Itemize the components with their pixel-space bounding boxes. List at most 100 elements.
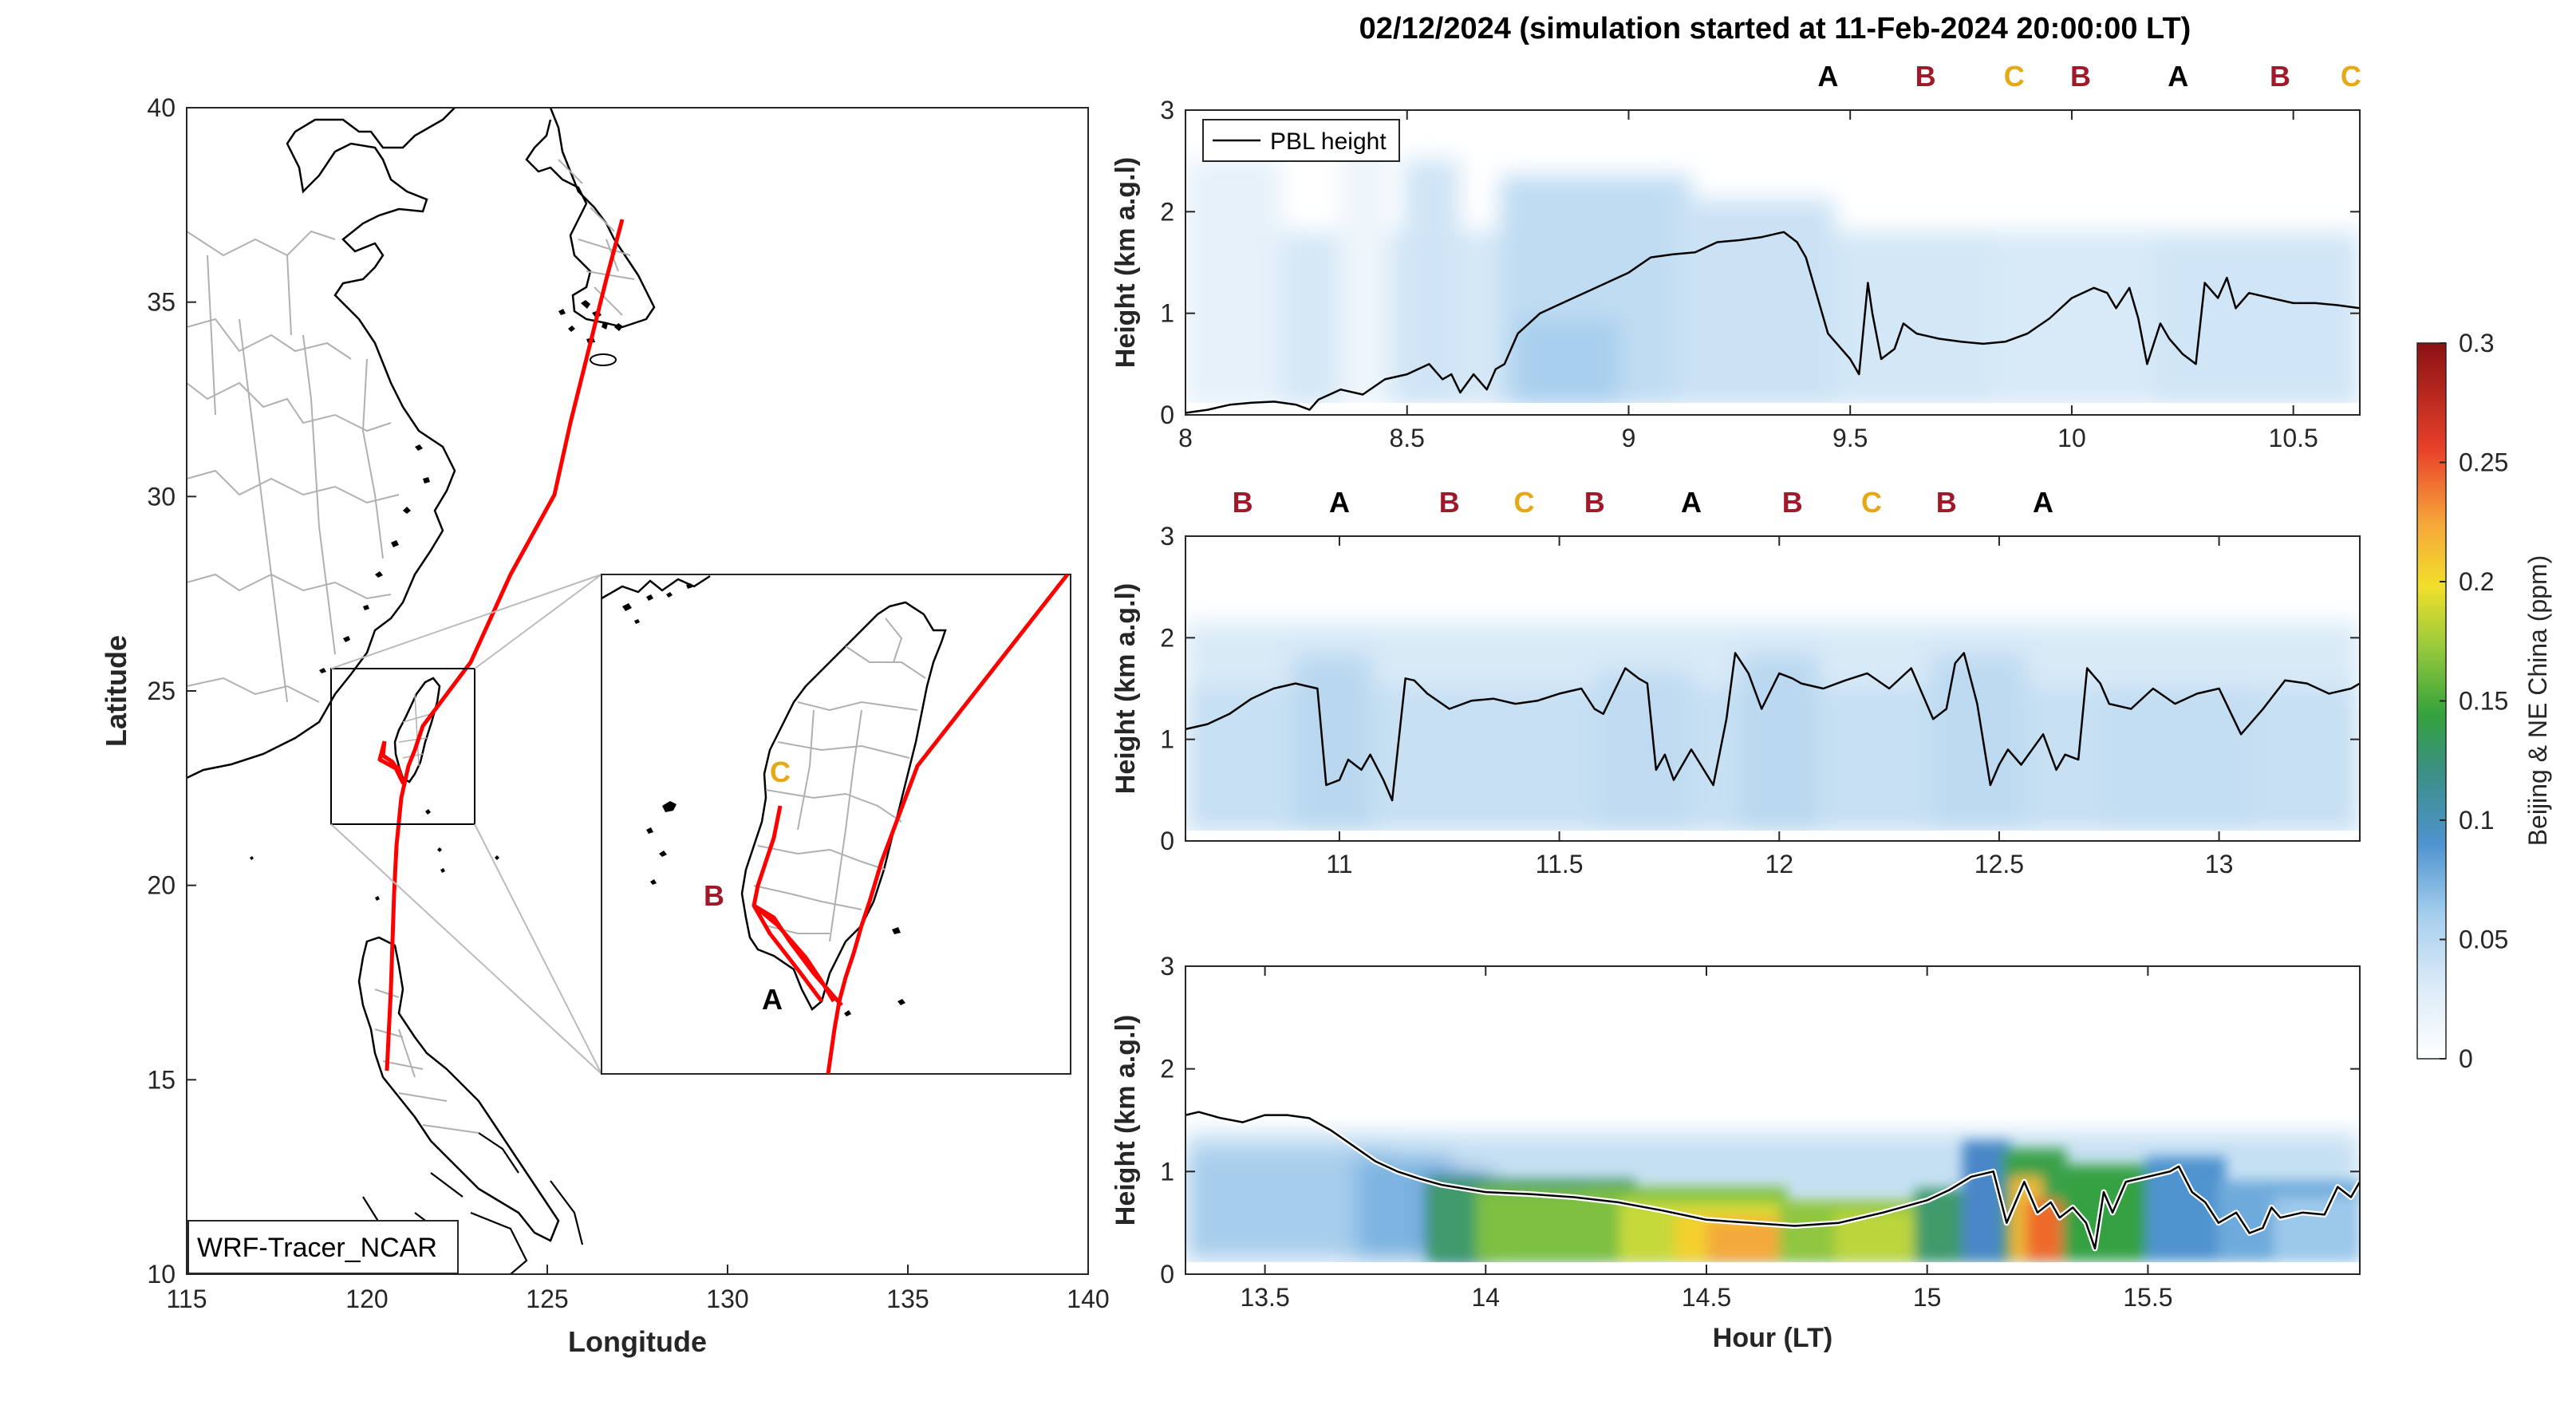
site-marker-label: C <box>2004 60 2025 93</box>
xtick-label: 14.5 <box>1682 1283 1731 1312</box>
map-land <box>187 108 656 1274</box>
trajectory-main <box>385 219 625 1072</box>
map-xtick-label: 120 <box>345 1285 388 1313</box>
ytick-label: 3 <box>1160 96 1174 124</box>
map-xtick-label: 140 <box>1067 1285 1109 1313</box>
map-panel: 115 120 125 130 135 140 10 15 20 25 30 35 40 Longit… <box>100 93 1110 1358</box>
ytick-label: 1 <box>1160 299 1174 328</box>
map-xlabel: Longitude <box>568 1325 707 1358</box>
colorbar-tick-label: 0 <box>2459 1044 2473 1073</box>
site-marker-label: B <box>1915 60 1936 93</box>
ytick-label: 3 <box>1160 952 1174 981</box>
xtick-label: 11.5 <box>1536 850 1584 878</box>
pbl-line-middle <box>1185 652 2360 802</box>
map-y-ticks: 10 15 20 25 30 35 40 <box>147 93 196 1289</box>
map-xtick-label: 130 <box>706 1285 748 1313</box>
panel-middle-ylabel: Height (km a.g.l) <box>1110 583 1141 794</box>
korea-provinces <box>558 159 635 316</box>
panel-top: 8 8.5 9 9.5 10 10.5 0 1 2 3 A B C B A B C Height (km a.… <box>1110 60 2361 452</box>
luzon-coastline <box>357 936 560 1242</box>
coastal-islands <box>319 444 430 673</box>
inset-label-b: B <box>704 879 724 912</box>
panel-bottom-axes <box>1185 965 2361 1275</box>
map-ytick-label: 40 <box>147 93 176 122</box>
ytick-label: 1 <box>1160 1157 1174 1186</box>
jeju-island <box>590 353 617 366</box>
xtick-label: 8.5 <box>1389 424 1424 452</box>
ytick-label: 0 <box>1160 827 1174 855</box>
site-marker-label: A <box>1681 486 1702 519</box>
xtick-label: 15 <box>1913 1283 1942 1312</box>
xtick-label: 8 <box>1178 424 1193 452</box>
colorbar-ticks: 0 0.05 0.1 0.15 0.2 0.25 0.3 <box>2440 329 2508 1073</box>
inset-label-c: C <box>770 756 791 788</box>
map-xtick-label: 115 <box>166 1285 207 1313</box>
xtick-label: 13.5 <box>1240 1283 1289 1312</box>
legend: PBL height <box>1202 119 1400 162</box>
xtick-label: 12 <box>1765 850 1793 878</box>
site-marker-label: B <box>2270 60 2290 93</box>
inset-locator-box <box>330 668 475 825</box>
panel-middle-axes <box>1185 535 2361 842</box>
xtick-label: 13 <box>2205 850 2234 878</box>
xtick-label: 14 <box>1472 1283 1501 1312</box>
map-ytick-label: 10 <box>147 1260 176 1289</box>
colorbar: 0 0.05 0.1 0.15 0.2 0.25 0.3 Beijing & NE Chin… <box>2416 329 2552 1073</box>
panel-top-axes <box>1185 109 2361 416</box>
inset-trajectory-loop <box>751 805 843 1007</box>
map-ytick-label: 25 <box>147 677 176 705</box>
xtick-label: 12.5 <box>1974 850 2024 878</box>
colorbar-label: Beijing & NE China (ppm) <box>2523 555 2552 847</box>
pbl-line-top <box>1185 231 2360 414</box>
colorbar-tick-label: 0.3 <box>2459 329 2494 357</box>
colorbar-tick-label: 0.05 <box>2459 926 2508 954</box>
site-marker-label: B <box>2070 60 2091 93</box>
colorbar-tick-label: 0.25 <box>2459 448 2508 477</box>
ytick-label: 3 <box>1160 522 1174 551</box>
ytick-label: 0 <box>1160 1260 1174 1289</box>
colorbar-tick-label: 0.2 <box>2459 567 2494 596</box>
ytick-label: 1 <box>1160 725 1174 754</box>
xtick-label: 11 <box>1326 850 1352 878</box>
panel-bottom-xlabel: Hour (LT) <box>1713 1323 1832 1353</box>
panel-top-ticks: 8 8.5 9 9.5 10 10.5 0 1 2 3 <box>1160 96 2360 452</box>
map-ylabel: Latitude <box>100 635 132 747</box>
site-marker-label: C <box>1514 486 1535 519</box>
model-label-box <box>187 1220 459 1274</box>
ytick-label: 2 <box>1160 197 1174 226</box>
site-marker-label: B <box>1782 486 1803 519</box>
panel-bottom-ylabel: Height (km a.g.l) <box>1110 1015 1141 1226</box>
xtick-label: 15.5 <box>2123 1283 2172 1312</box>
map-xtick-label: 125 <box>526 1285 568 1313</box>
xtick-label: 9 <box>1622 424 1636 452</box>
panel-bottom-ticks: 13.5 14 14.5 15 15.5 0 1 2 3 <box>1160 952 2360 1312</box>
china-provinces <box>187 230 400 703</box>
inset-taiwan-coast <box>740 601 947 1011</box>
panel-top-ylabel: Height (km a.g.l) <box>1110 157 1141 368</box>
map-ytick-label: 35 <box>147 288 176 317</box>
site-marker-label: A <box>1329 486 1350 519</box>
china-coastline <box>187 108 456 780</box>
colorbar-tick-label: 0.15 <box>2459 687 2508 716</box>
zoom-guides <box>330 574 602 1075</box>
inset-trajectory <box>826 574 1069 1074</box>
taiwan-inset: C B A <box>601 574 1071 1075</box>
panel-bottom: 13.5 14 14.5 15 15.5 0 1 2 3 Height (km a.g.l) H… <box>1110 952 2361 1353</box>
site-marker-label: B <box>1233 486 1253 519</box>
taiwan-provinces-small <box>398 693 432 767</box>
ytick-label: 2 <box>1160 623 1174 652</box>
korea-coastline <box>525 108 656 329</box>
panel-middle-heatmap <box>1185 536 2360 841</box>
xtick-label: 10.5 <box>2269 424 2318 452</box>
map-xtick-label: 135 <box>886 1285 929 1313</box>
map-ytick-label: 30 <box>147 482 176 511</box>
xtick-label: 9.5 <box>1832 424 1868 452</box>
site-marker-label: B <box>1584 486 1605 519</box>
site-marker-label: A <box>2033 486 2053 519</box>
trajectory-taiwan <box>377 740 405 785</box>
